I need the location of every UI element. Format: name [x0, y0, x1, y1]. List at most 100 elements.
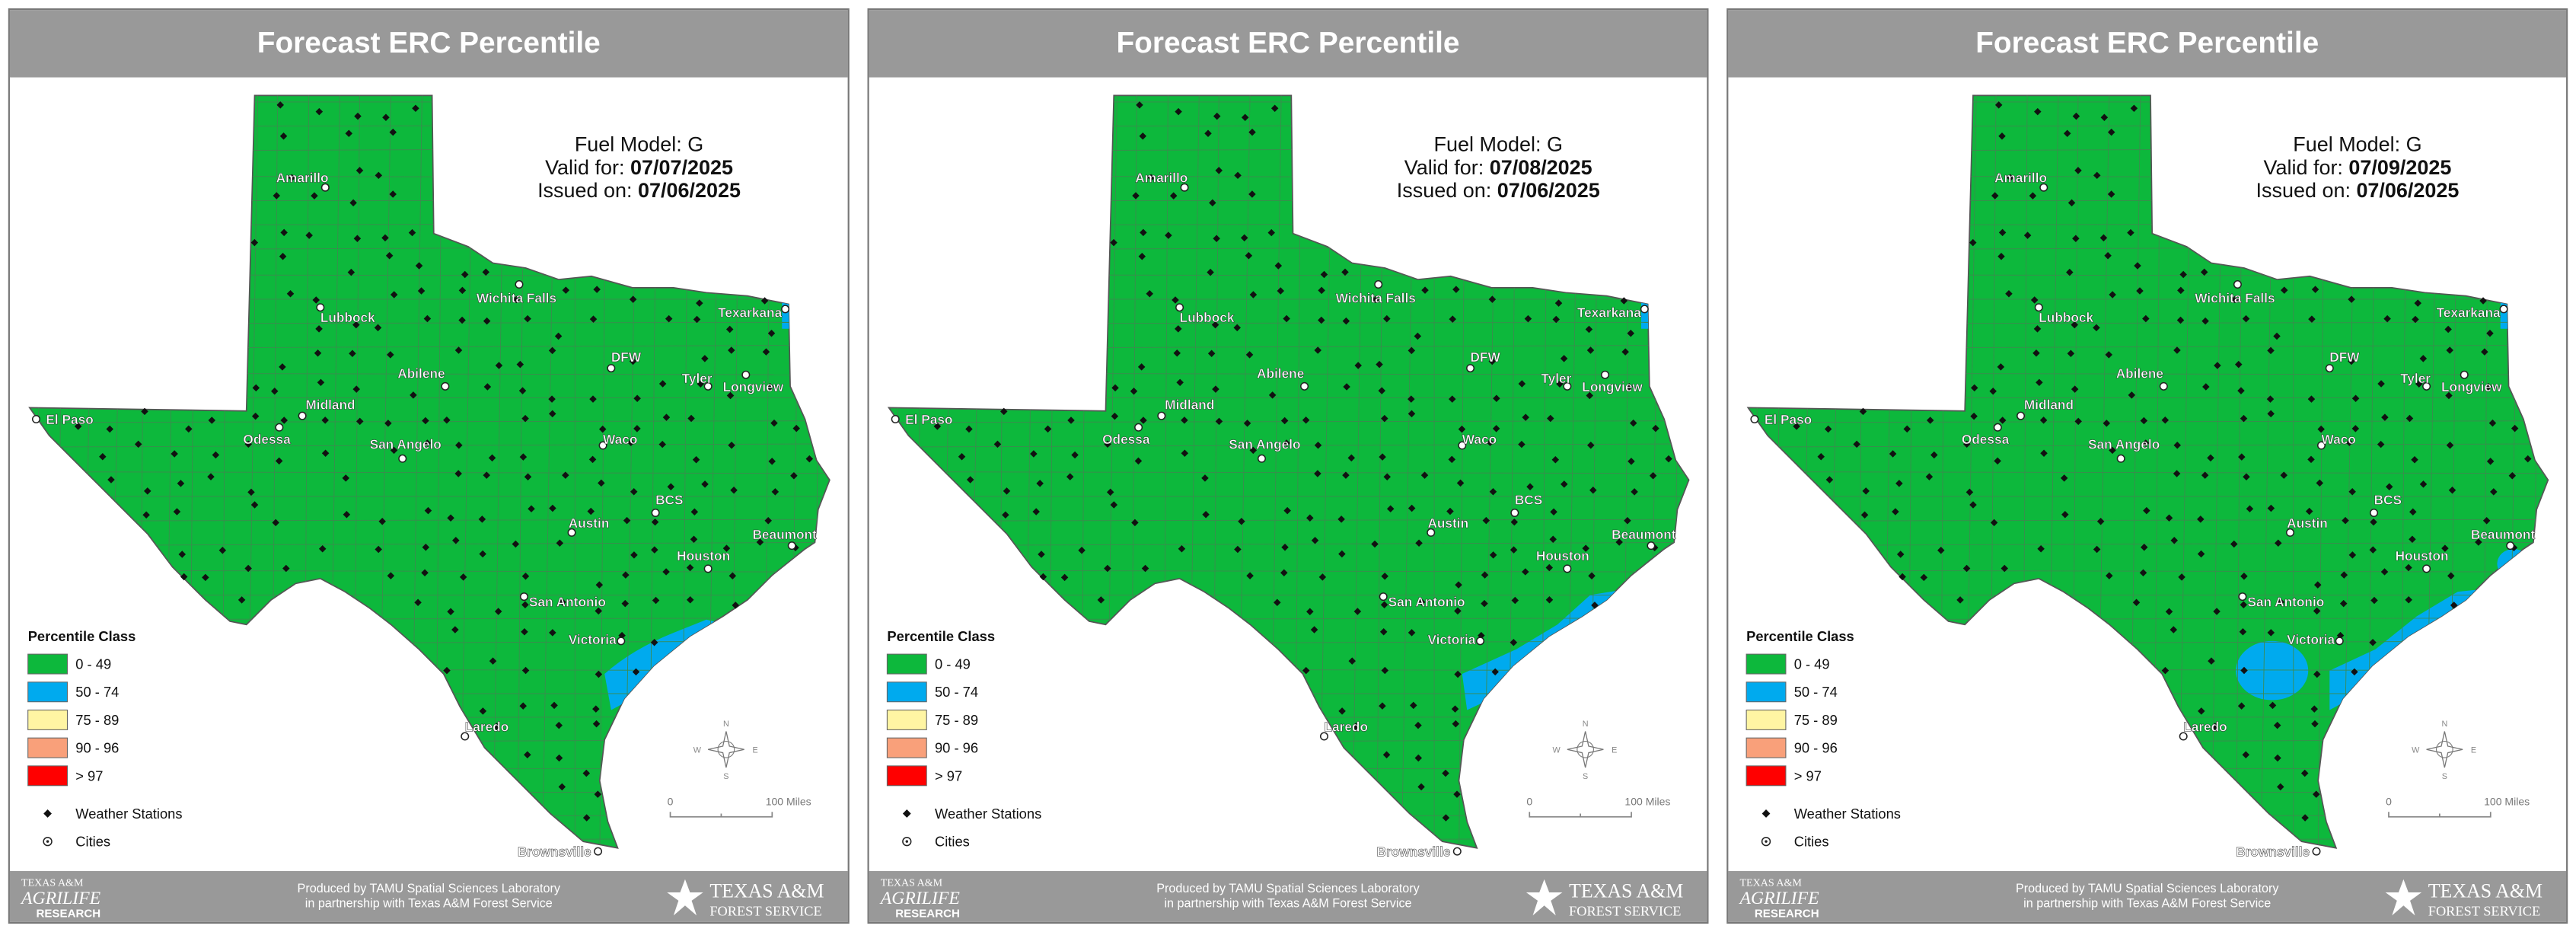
station-marker [1452, 286, 1460, 293]
station-marker [2207, 454, 2214, 462]
station-marker [1341, 268, 1349, 276]
station-marker [623, 516, 631, 525]
station-marker [107, 476, 115, 484]
station-marker [1111, 412, 1119, 420]
station-marker [592, 720, 601, 728]
panel-footer [869, 870, 1707, 922]
station-marker [593, 286, 601, 293]
city-marker [2233, 280, 2242, 289]
station-marker [1997, 363, 2005, 371]
county-line [29, 471, 830, 474]
station-marker [1141, 564, 1149, 573]
station-marker [1860, 511, 1869, 519]
station-marker [2161, 666, 2170, 675]
station-marker [1970, 384, 1978, 392]
station-marker [2237, 387, 2245, 394]
station-marker [692, 456, 700, 464]
station-marker [1314, 470, 1321, 477]
station-marker [1302, 666, 1310, 675]
station-marker [2023, 231, 2032, 239]
station-marker [2419, 355, 2428, 362]
station-marker [1628, 458, 1635, 465]
station-marker [1998, 228, 2007, 237]
legend-label: Weather Stations [75, 806, 182, 822]
station-marker [2377, 440, 2385, 448]
station-marker [1147, 174, 1155, 182]
station-marker [1588, 572, 1596, 580]
station-marker [1172, 296, 1179, 304]
scale-label: 0 [668, 796, 674, 808]
compass-letter: N [723, 720, 729, 729]
compass-letter: E [2471, 746, 2476, 755]
station-marker [1249, 291, 1258, 298]
city-label: Odessa [243, 432, 291, 447]
station-marker [1414, 721, 1422, 729]
percentile-area [2236, 640, 2309, 701]
station-marker [1342, 471, 1350, 479]
station-marker [1379, 702, 1386, 710]
city-label: Abilene [1257, 366, 1304, 381]
city-marker [1750, 414, 1759, 423]
city-label: Lubbock [2039, 310, 2093, 325]
city-marker [741, 370, 751, 379]
station-marker [1311, 536, 1319, 544]
legend-station-icon [902, 809, 911, 818]
valid-date: 07/07/2025 [630, 156, 733, 179]
station-marker [349, 350, 356, 357]
valid-for: Valid for: 07/08/2025 [1404, 156, 1592, 179]
county-line [888, 471, 1689, 474]
station-marker [134, 440, 142, 448]
city-label: Waco [2321, 432, 2355, 447]
city-marker [2422, 564, 2431, 573]
station-marker [1962, 440, 1971, 448]
panel: Forecast ERC Percentile Amarillo Lubbock Wi… [8, 8, 850, 924]
station-marker [2240, 573, 2248, 580]
station-marker [141, 407, 148, 416]
station-marker [588, 455, 597, 464]
station-marker [2412, 315, 2419, 324]
city-marker [316, 303, 325, 312]
station-marker [1621, 348, 1629, 356]
station-marker [760, 297, 769, 305]
station-marker [958, 452, 966, 461]
footer-logo-text: FOREST SERVICE [2428, 903, 2540, 918]
footer-logo-text: TEXAS A&M [21, 877, 84, 889]
footer-logo-text: RESEARCH [1755, 907, 1819, 920]
station-marker [690, 508, 699, 516]
legend-title: Percentile Class [887, 628, 995, 644]
city-marker [298, 411, 307, 420]
city-label: Amarillo [276, 171, 329, 186]
station-marker [1348, 657, 1356, 665]
station-marker [2230, 540, 2238, 548]
station-marker [587, 507, 595, 515]
footer-credit: in partnership with Texas A&M Forest Ser… [305, 896, 553, 910]
station-marker [1481, 571, 1489, 579]
station-marker [1925, 473, 1934, 480]
station-marker [2005, 290, 2013, 298]
station-marker [1554, 299, 1563, 307]
footer-logo-text: AGRILIFE [879, 889, 961, 908]
station-marker [2369, 546, 2377, 554]
station-marker [2197, 515, 2205, 523]
station-marker [512, 540, 520, 548]
city-label: Beaumont [2471, 527, 2536, 542]
city-label: Midland [305, 397, 355, 413]
station-marker [805, 455, 814, 463]
issued-label: Issued on: [2256, 179, 2357, 202]
station-marker [701, 355, 709, 362]
station-marker [1175, 325, 1182, 333]
city-label: Austin [1427, 515, 1468, 531]
station-marker [2301, 814, 2309, 822]
station-marker [2479, 297, 2487, 305]
station-marker [1245, 251, 1253, 260]
issued-on: Issued on: 07/06/2025 [1397, 179, 1600, 202]
legend-swatch [886, 681, 927, 703]
station-marker [1137, 363, 1146, 371]
station-marker [767, 329, 776, 337]
city-marker [2370, 509, 2379, 518]
station-marker [1318, 286, 1325, 295]
station-marker [2032, 350, 2040, 357]
station-marker [2441, 544, 2449, 552]
panel-title: Forecast ERC Percentile [257, 27, 601, 59]
city-marker [1379, 592, 1388, 602]
